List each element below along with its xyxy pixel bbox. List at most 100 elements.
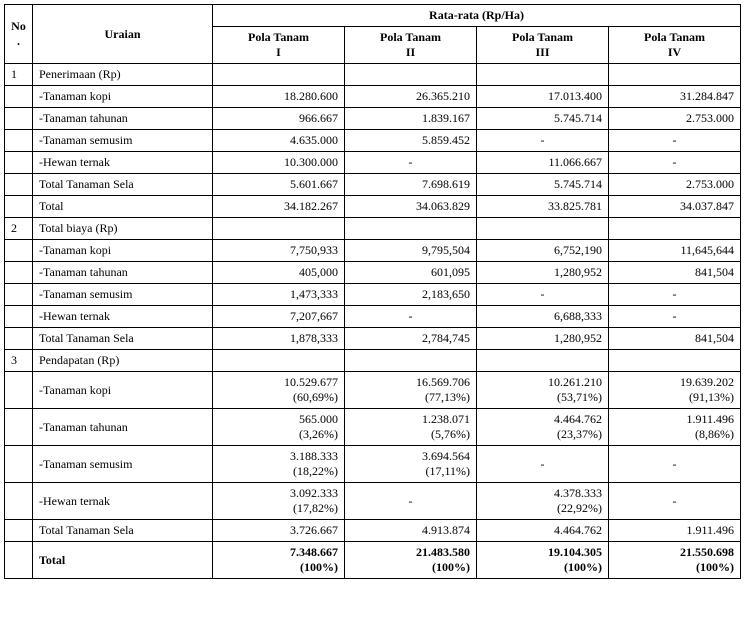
- table-row: -Tanaman kopi 7,750,933 9,795,504 6,752,…: [5, 240, 741, 262]
- cell: 5.745.714: [477, 174, 609, 196]
- data-table: No. Uraian Rata-rata (Rp/Ha) Pola TanamI…: [4, 4, 741, 579]
- cell: 16.569.706(77,13%): [345, 372, 477, 409]
- table-row: -Tanaman kopi 10.529.677(60,69%) 16.569.…: [5, 372, 741, 409]
- cell: 4.913.874: [345, 520, 477, 542]
- cell: -: [477, 130, 609, 152]
- cell: 31.284.847: [609, 86, 741, 108]
- section-row: 3 Pendapatan (Rp): [5, 350, 741, 372]
- cell: 33.825.781: [477, 196, 609, 218]
- row-label: -Tanaman tahunan: [33, 108, 213, 130]
- header-pola-1: Pola TanamI: [213, 27, 345, 64]
- cell: 1,473,333: [213, 284, 345, 306]
- row-label: Total Tanaman Sela: [33, 328, 213, 350]
- row-label: -Tanaman semusim: [33, 130, 213, 152]
- cell: 34.063.829: [345, 196, 477, 218]
- table-row: Total 34.182.267 34.063.829 33.825.781 3…: [5, 196, 741, 218]
- table-row: Total Tanaman Sela 3.726.667 4.913.874 4…: [5, 520, 741, 542]
- cell: 1.238.071(5,76%): [345, 409, 477, 446]
- cell: -: [345, 152, 477, 174]
- total-row: Total 7.348.667(100%) 21.483.580(100%) 1…: [5, 542, 741, 579]
- header-uraian: Uraian: [33, 5, 213, 64]
- cell: 5.859.452: [345, 130, 477, 152]
- cell: 7.348.667(100%): [213, 542, 345, 579]
- cell: 841,504: [609, 328, 741, 350]
- cell: 1,878,333: [213, 328, 345, 350]
- row-label: -Hewan ternak: [33, 483, 213, 520]
- cell: 26.365.210: [345, 86, 477, 108]
- cell: 966.667: [213, 108, 345, 130]
- cell: 4.635.000: [213, 130, 345, 152]
- cell: 601,095: [345, 262, 477, 284]
- cell: 21.483.580(100%): [345, 542, 477, 579]
- row-label: -Tanaman kopi: [33, 86, 213, 108]
- row-label: -Tanaman semusim: [33, 284, 213, 306]
- row-label: -Tanaman semusim: [33, 446, 213, 483]
- cell: 2,183,650: [345, 284, 477, 306]
- cell: 7,207,667: [213, 306, 345, 328]
- section-label: Penerimaan (Rp): [33, 64, 213, 86]
- cell: 1.911.496(8,86%): [609, 409, 741, 446]
- cell: 11,645,644: [609, 240, 741, 262]
- section-no: 2: [5, 218, 33, 240]
- table-row: -Tanaman semusim 4.635.000 5.859.452 - -: [5, 130, 741, 152]
- cell: 3.092.333(17,82%): [213, 483, 345, 520]
- cell: 10.261.210(53,71%): [477, 372, 609, 409]
- table-row: -Hewan ternak 7,207,667 - 6,688,333 -: [5, 306, 741, 328]
- cell: 841,504: [609, 262, 741, 284]
- cell: 4.464.762: [477, 520, 609, 542]
- header-no: No.: [5, 5, 33, 64]
- cell: -: [609, 483, 741, 520]
- cell: 5.745.714: [477, 108, 609, 130]
- row-label: Total Tanaman Sela: [33, 520, 213, 542]
- cell: -: [609, 284, 741, 306]
- section-row: 1 Penerimaan (Rp): [5, 64, 741, 86]
- cell: 4.378.333(22,92%): [477, 483, 609, 520]
- table-row: -Hewan ternak 3.092.333(17,82%) - 4.378.…: [5, 483, 741, 520]
- cell: 34.182.267: [213, 196, 345, 218]
- table-row: -Tanaman tahunan 565.000(3,26%) 1.238.07…: [5, 409, 741, 446]
- cell: 9,795,504: [345, 240, 477, 262]
- cell: 2.753.000: [609, 174, 741, 196]
- row-label: Total Tanaman Sela: [33, 174, 213, 196]
- cell: 21.550.698(100%): [609, 542, 741, 579]
- cell: -: [477, 284, 609, 306]
- cell: 6,752,190: [477, 240, 609, 262]
- row-label: -Hewan ternak: [33, 152, 213, 174]
- header-pola-2: Pola TanamII: [345, 27, 477, 64]
- cell: -: [345, 306, 477, 328]
- cell: 3.188.333(18,22%): [213, 446, 345, 483]
- row-label: -Tanaman kopi: [33, 240, 213, 262]
- table-row: Total Tanaman Sela 5.601.667 7.698.619 5…: [5, 174, 741, 196]
- cell: 3.694.564(17,11%): [345, 446, 477, 483]
- cell: 3.726.667: [213, 520, 345, 542]
- cell: 19.639.202(91,13%): [609, 372, 741, 409]
- row-label: -Tanaman tahunan: [33, 409, 213, 446]
- table-row: -Hewan ternak 10.300.000 - 11.066.667 -: [5, 152, 741, 174]
- row-label: Total: [33, 196, 213, 218]
- row-label: -Tanaman kopi: [33, 372, 213, 409]
- header-rata: Rata-rata (Rp/Ha): [213, 5, 741, 27]
- table-row: -Tanaman tahunan 966.667 1.839.167 5.745…: [5, 108, 741, 130]
- table-row: -Tanaman semusim 1,473,333 2,183,650 - -: [5, 284, 741, 306]
- row-label: -Hewan ternak: [33, 306, 213, 328]
- row-label: Total: [33, 542, 213, 579]
- cell: 6,688,333: [477, 306, 609, 328]
- section-row: 2 Total biaya (Rp): [5, 218, 741, 240]
- cell: -: [345, 483, 477, 520]
- cell: 34.037.847: [609, 196, 741, 218]
- cell: 10.529.677(60,69%): [213, 372, 345, 409]
- table-row: -Tanaman tahunan 405,000 601,095 1,280,9…: [5, 262, 741, 284]
- cell: 1.839.167: [345, 108, 477, 130]
- cell: 1,280,952: [477, 262, 609, 284]
- cell: -: [609, 152, 741, 174]
- cell: -: [609, 446, 741, 483]
- cell: 405,000: [213, 262, 345, 284]
- cell: 2,784,745: [345, 328, 477, 350]
- section-no: 1: [5, 64, 33, 86]
- section-label: Total biaya (Rp): [33, 218, 213, 240]
- section-no: 3: [5, 350, 33, 372]
- cell: 7.698.619: [345, 174, 477, 196]
- section-label: Pendapatan (Rp): [33, 350, 213, 372]
- cell: 4.464.762(23,37%): [477, 409, 609, 446]
- cell: 5.601.667: [213, 174, 345, 196]
